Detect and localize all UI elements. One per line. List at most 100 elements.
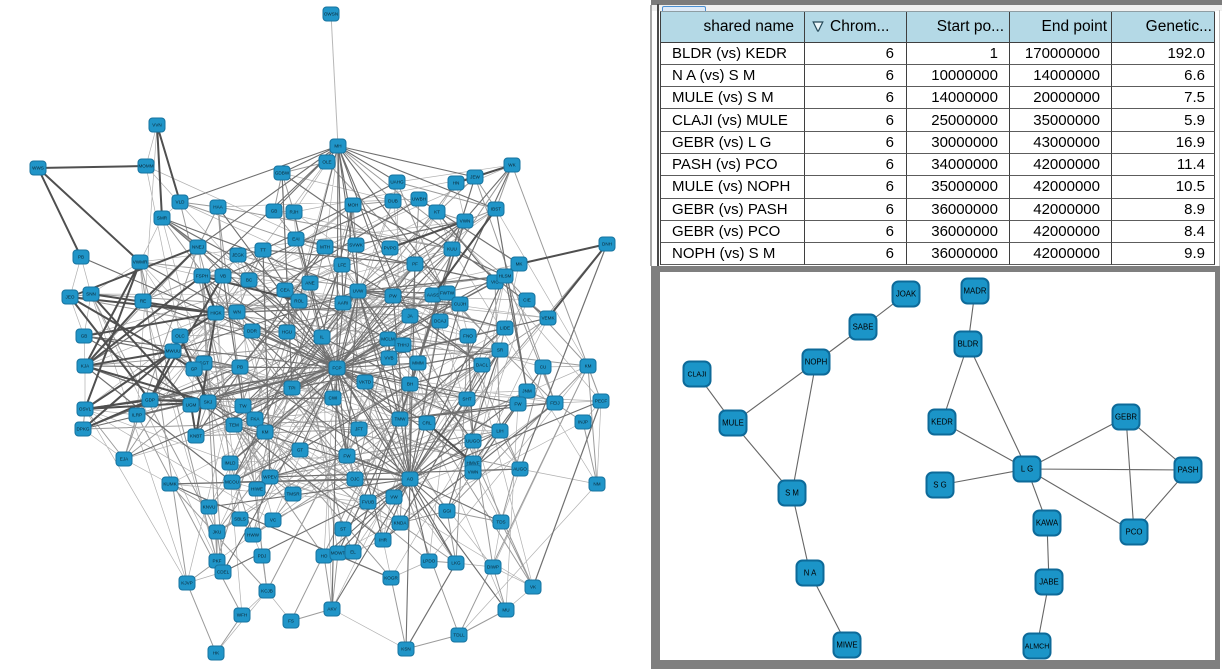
svg-text:IBST: IBST [491, 207, 501, 212]
svg-text:CUJH: CUJH [454, 302, 466, 307]
svg-text:UWBH: UWBH [412, 197, 426, 202]
svg-text:FKA: FKA [251, 417, 261, 422]
svg-text:FVUB: FVUB [362, 500, 374, 505]
svg-text:JABE: JABE [1039, 577, 1059, 586]
svg-text:OLE: OLE [322, 160, 331, 165]
svg-text:NM: NM [593, 482, 600, 487]
svg-text:BLDR: BLDR [958, 339, 979, 348]
svg-text:DDR: DDR [247, 329, 258, 334]
svg-text:VVB: VVB [384, 356, 393, 361]
svg-text:CIE: CIE [523, 298, 531, 303]
svg-text:SHT: SHT [462, 397, 471, 402]
svg-text:PDJ: PDJ [258, 554, 267, 559]
svg-text:WWS: WWS [32, 166, 44, 171]
svg-text:KM: KM [585, 364, 592, 369]
svg-text:GDP: GDP [145, 398, 155, 403]
svg-text:TEM: TEM [229, 423, 239, 428]
svg-text:WPEV: WPEV [263, 475, 277, 480]
svg-text:IMLD: IMLD [225, 461, 237, 466]
svg-text:ILRP: ILRP [132, 413, 142, 418]
svg-text:AARI: AARI [338, 301, 349, 306]
svg-text:HMVF: HMVF [466, 461, 479, 466]
svg-text:JFT: JFT [355, 427, 363, 432]
svg-text:JEW: JEW [470, 175, 480, 180]
svg-text:RE: RE [140, 299, 146, 304]
svg-text:JEGK: JEGK [232, 253, 245, 258]
svg-text:PB: PB [237, 365, 243, 370]
svg-text:UUGO: UUGO [466, 439, 480, 444]
svg-text:LIDE: LIDE [500, 326, 510, 331]
svg-text:HGU: HGU [282, 330, 292, 335]
svg-text:JNM: JNM [522, 389, 532, 394]
svg-text:DUB: DUB [388, 199, 398, 204]
svg-text:N A: N A [804, 568, 817, 577]
svg-text:KSN: KSN [401, 647, 410, 652]
svg-text:LFE: LFE [338, 263, 346, 268]
svg-text:UAHG: UAHG [390, 180, 404, 185]
svg-text:EJA: EJA [120, 457, 129, 462]
svg-text:VWN: VWN [460, 219, 471, 224]
svg-text:KAWA: KAWA [1036, 518, 1059, 527]
svg-text:GDBW: GDBW [275, 171, 290, 176]
svg-text:PCO: PCO [1126, 527, 1143, 536]
svg-text:JKU: JKU [213, 530, 222, 535]
svg-text:FSPH: FSPH [196, 274, 208, 279]
svg-text:ALMCH: ALMCH [1025, 643, 1050, 650]
svg-text:SR: SR [497, 348, 504, 353]
svg-text:VWN: VWN [468, 470, 479, 475]
svg-text:DCAJ: DCAJ [434, 319, 446, 324]
svg-text:TMSR: TMSR [286, 492, 300, 497]
svg-text:NOPH: NOPH [805, 357, 828, 366]
svg-text:EL: EL [350, 550, 356, 555]
svg-text:TPI: TPI [288, 386, 295, 391]
svg-text:KM: KM [262, 430, 269, 435]
svg-text:CWI: CWI [329, 396, 338, 401]
svg-text:BC: BC [246, 278, 253, 283]
svg-text:SBLS: SBLS [234, 517, 246, 522]
svg-text:GT: GT [297, 448, 304, 453]
svg-text:L G: L G [1021, 464, 1033, 473]
svg-text:MCOU: MCOU [225, 480, 239, 485]
svg-text:SVWK: SVWK [349, 243, 363, 248]
svg-text:SKJ: SKJ [204, 400, 212, 405]
svg-text:KNDA: KNDA [394, 521, 408, 526]
svg-text:LKG: LKG [451, 561, 461, 566]
svg-text:OWSN: OWSN [324, 12, 338, 17]
svg-text:MULE: MULE [722, 418, 744, 427]
svg-text:TDS: TDS [496, 520, 505, 525]
svg-text:HO: HO [321, 554, 328, 559]
svg-text:OLC: OLC [175, 334, 185, 339]
svg-text:JA: JA [407, 314, 413, 319]
svg-text:AASS: AASS [427, 293, 439, 298]
svg-text:LIH: LIH [496, 429, 503, 434]
svg-text:IL: IL [320, 335, 324, 340]
svg-text:VIO: VIO [491, 280, 499, 285]
svg-text:KNVU: KNVU [203, 505, 216, 510]
svg-text:LPDO: LPDO [423, 559, 436, 564]
svg-text:MOH: MOH [348, 203, 359, 208]
svg-text:MCLM: MCLM [381, 337, 395, 342]
svg-text:TDLL: TDLL [453, 633, 465, 638]
svg-text:NNEJ: NNEJ [192, 245, 204, 250]
svg-text:ROL: ROL [294, 299, 304, 304]
svg-text:S G: S G [933, 480, 946, 489]
svg-text:CGT: CGT [199, 361, 209, 366]
svg-text:FEIJ: FEIJ [550, 401, 559, 406]
svg-text:MU: MU [502, 608, 509, 613]
svg-text:KEDR: KEDR [931, 417, 953, 426]
svg-text:ANE: ANE [305, 281, 314, 286]
svg-text:PB: PB [78, 255, 84, 260]
svg-text:TMW: TMW [395, 417, 407, 422]
svg-text:FWTW: FWTW [440, 291, 455, 296]
svg-text:VVN: VVN [152, 123, 161, 128]
svg-text:WK: WK [508, 163, 516, 168]
svg-text:VB: VB [220, 274, 226, 279]
svg-text:GB: GB [81, 334, 88, 339]
svg-text:PECF: PECF [595, 399, 607, 404]
svg-text:VLD: VLD [176, 200, 186, 205]
svg-text:DIWP: DIWP [487, 565, 499, 570]
svg-text:KNBT: KNBT [190, 434, 202, 439]
svg-text:RJH: RJH [290, 210, 299, 215]
svg-text:TW: TW [239, 404, 247, 409]
svg-text:WN: WN [233, 310, 241, 315]
